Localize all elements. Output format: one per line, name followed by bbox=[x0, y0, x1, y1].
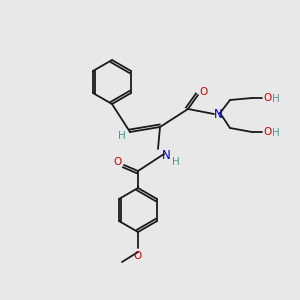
Text: H: H bbox=[172, 157, 180, 167]
Text: O: O bbox=[114, 157, 122, 167]
Text: H: H bbox=[118, 131, 126, 141]
Text: O: O bbox=[134, 251, 142, 261]
Text: O: O bbox=[200, 87, 208, 97]
Text: H: H bbox=[272, 128, 280, 138]
Text: O: O bbox=[263, 127, 271, 137]
Text: N: N bbox=[162, 149, 170, 162]
Text: N: N bbox=[214, 108, 222, 121]
Text: H: H bbox=[272, 94, 280, 104]
Text: O: O bbox=[263, 93, 271, 103]
